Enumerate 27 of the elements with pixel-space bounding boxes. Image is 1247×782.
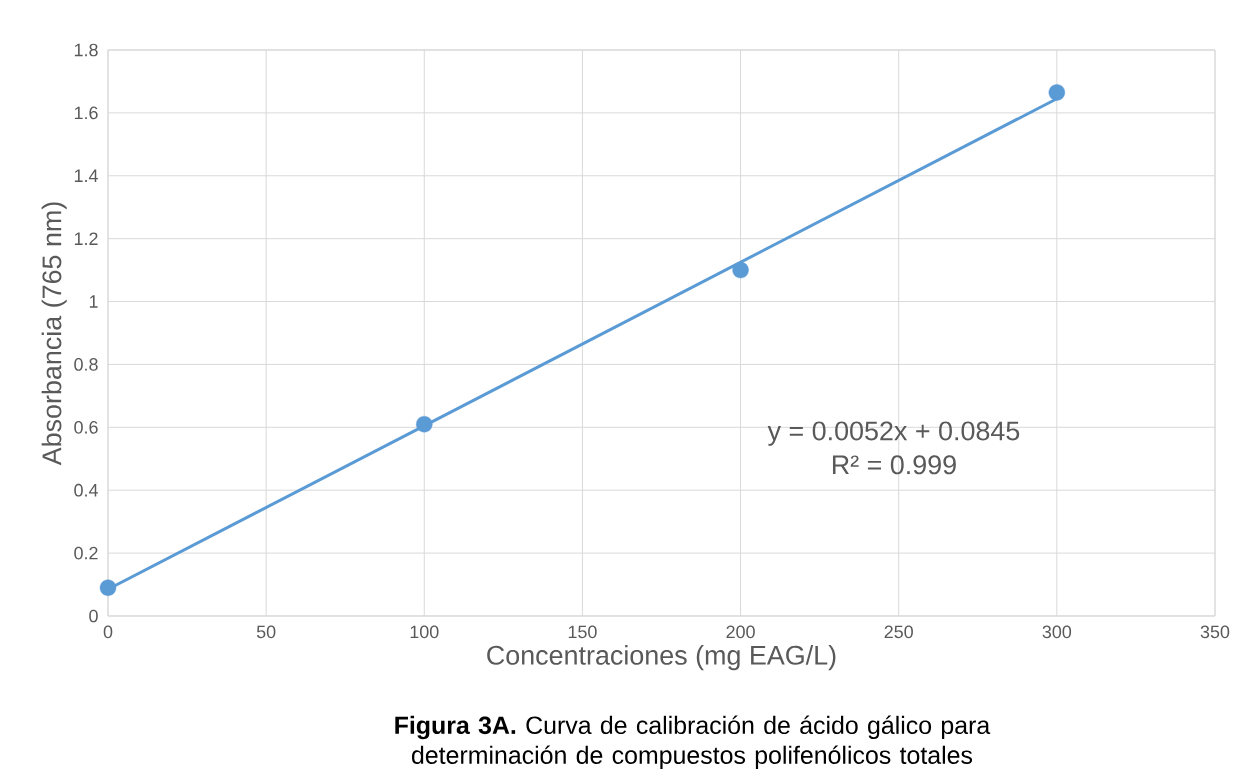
y-tick-label: 0.6 bbox=[74, 420, 98, 434]
x-tick-label: 100 bbox=[410, 625, 439, 639]
text: Figura 3A. Curva de calibración de ácido gálico para determinación de compuestos polifenólicos totales bbox=[395, 715, 991, 769]
x-axis-title: Concentraciones (mg EAG/L) bbox=[487, 645, 836, 671]
point bbox=[99, 579, 117, 596]
y-tick-label: 1.6 bbox=[74, 106, 98, 120]
y-tick-label: 1.2 bbox=[74, 232, 98, 245]
y-tick-label: 0 bbox=[89, 609, 98, 623]
x-tick-label: 350 bbox=[1200, 625, 1230, 639]
y-axis-title: Absorbancia (765 nm) bbox=[41, 202, 67, 466]
y-tick-label: 0.2 bbox=[74, 546, 98, 560]
x-tick-label: 50 bbox=[256, 625, 276, 639]
x-tick-label: 300 bbox=[1042, 625, 1072, 639]
x-tick-label: 200 bbox=[726, 625, 755, 639]
x-tick-label: 250 bbox=[884, 625, 913, 639]
point bbox=[732, 261, 749, 279]
y-tick-label: 0.4 bbox=[74, 483, 98, 497]
y-tick-label: 1 bbox=[89, 295, 98, 308]
x-tick-label: 0 bbox=[103, 625, 113, 639]
annotation: y = 0.0052x + 0.0845 bbox=[767, 421, 1020, 446]
annotation: R² = 0.999 bbox=[832, 455, 956, 475]
x-tick-label: 150 bbox=[568, 625, 597, 639]
y-tick-label: 1.8 bbox=[74, 43, 98, 57]
y-tick-label: 1.4 bbox=[74, 169, 98, 182]
point bbox=[1048, 84, 1066, 101]
point bbox=[416, 415, 433, 433]
y-tick-label: 0.8 bbox=[74, 358, 98, 371]
